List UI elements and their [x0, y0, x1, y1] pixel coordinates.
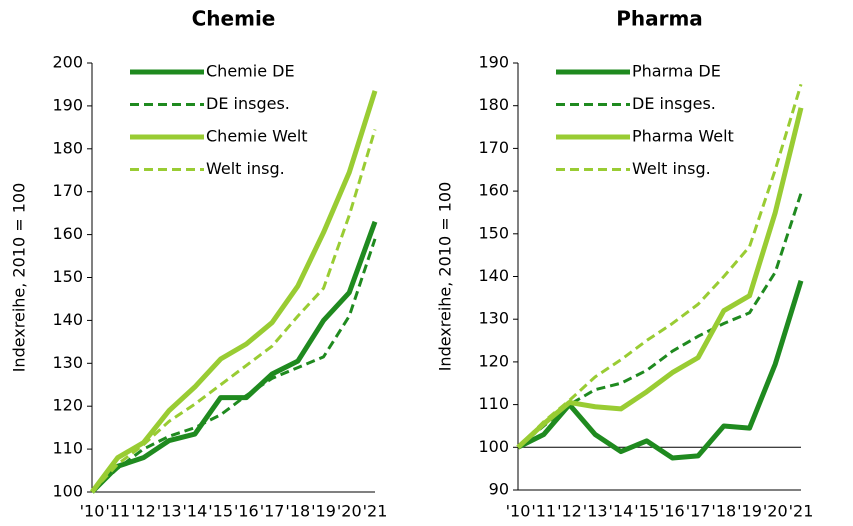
- x-tick-label: '14: [183, 502, 208, 521]
- x-tick-label: '11: [531, 502, 556, 521]
- legend-label: Chemie Welt: [206, 127, 308, 146]
- y-tick-label: 120: [478, 351, 509, 370]
- y-tick-label: 180: [52, 138, 83, 157]
- x-tick-label: '12: [557, 502, 582, 521]
- y-tick-label: 190: [478, 53, 509, 72]
- legend-label: Chemie DE: [206, 62, 295, 81]
- line-series: [89, 90, 378, 494]
- y-tick-label: 150: [52, 267, 83, 286]
- y-tick-label: 110: [52, 439, 83, 458]
- x-tick-label: '20: [763, 502, 788, 521]
- y-tick-label: 100: [478, 437, 509, 456]
- x-tick-label: '21: [363, 502, 388, 521]
- x-tick-label: '15: [634, 502, 659, 521]
- legend-label: DE insges.: [206, 94, 290, 113]
- x-tick-label: '21: [789, 502, 814, 521]
- y-tick-label: 140: [478, 266, 509, 285]
- y-tick-label: 120: [52, 396, 83, 415]
- legend-label: Welt insg.: [206, 159, 285, 178]
- line-series: [90, 238, 377, 494]
- y-tick-label: 140: [52, 310, 83, 329]
- y-tick-label: 130: [52, 353, 83, 372]
- legend-label: Pharma DE: [632, 62, 721, 81]
- x-tick-label: '16: [234, 502, 259, 521]
- y-axis-label: Indexreihe, 2010 = 100: [436, 182, 455, 372]
- line-series: [90, 220, 378, 494]
- line-series: [516, 107, 804, 450]
- line-series: [516, 83, 803, 449]
- chart-title: Pharma: [616, 7, 703, 31]
- x-tick-label: '19: [311, 502, 336, 521]
- x-tick-label: '18: [285, 502, 310, 521]
- x-tick-label: '14: [609, 502, 634, 521]
- x-tick-label: '18: [711, 502, 736, 521]
- x-tick-label: '13: [583, 502, 608, 521]
- x-tick-label: '10: [506, 502, 531, 521]
- x-tick-label: '12: [131, 502, 156, 521]
- y-tick-label: 160: [478, 181, 509, 200]
- y-tick-label: 110: [478, 394, 509, 413]
- x-tick-label: '10: [80, 502, 105, 521]
- x-tick-label: '20: [337, 502, 362, 521]
- x-tick-label: '13: [157, 502, 182, 521]
- line-series: [516, 280, 804, 461]
- y-tick-label: 190: [52, 95, 83, 114]
- chart-title: Chemie: [192, 7, 276, 31]
- x-tick-label: '19: [737, 502, 762, 521]
- y-tick-label: 150: [478, 223, 509, 242]
- legend-label: Pharma Welt: [632, 127, 734, 146]
- y-tick-label: 200: [52, 53, 83, 72]
- x-tick-label: '17: [686, 502, 711, 521]
- x-tick-label: '17: [260, 502, 285, 521]
- x-tick-label: '15: [208, 502, 233, 521]
- y-tick-label: 160: [52, 224, 83, 243]
- legend-label: Welt insg.: [632, 159, 711, 178]
- line-series: [90, 129, 377, 494]
- y-tick-label: 90: [489, 480, 509, 499]
- x-tick-label: '16: [660, 502, 685, 521]
- y-tick-label: 130: [478, 309, 509, 328]
- y-tick-label: 180: [478, 95, 509, 114]
- x-tick-label: '11: [105, 502, 130, 521]
- legend-label: DE insges.: [632, 94, 716, 113]
- y-tick-label: 100: [52, 482, 83, 501]
- y-axis-label: Indexreihe, 2010 = 100: [10, 183, 29, 373]
- y-tick-label: 170: [478, 138, 509, 157]
- y-tick-label: 170: [52, 181, 83, 200]
